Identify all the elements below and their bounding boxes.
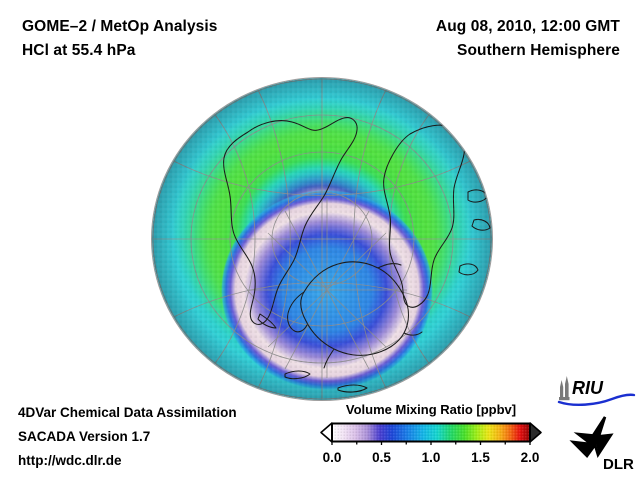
colorbar-title: Volume Mixing Ratio [ppbv]	[345, 402, 517, 417]
riu-logo-text: RIU	[572, 378, 604, 398]
footer-method: 4DVar Chemical Data Assimilation	[18, 405, 237, 420]
riu-tower-icon	[559, 376, 570, 401]
footer-version: SACADA Version 1.7	[18, 429, 151, 444]
colorbar-canvas	[320, 422, 542, 445]
colorbar-tick-0: 0.0	[322, 450, 342, 465]
riu-logo[interactable]: RIU	[556, 374, 636, 408]
page-title-instrument: GOME–2 / MetOp Analysis	[22, 18, 218, 35]
dlr-logo-mark: DLR	[569, 416, 634, 473]
dlr-logo-text: DLR	[603, 456, 634, 473]
map-field	[152, 78, 492, 400]
riu-logo-mark: RIU	[557, 376, 636, 407]
globe-map	[152, 78, 492, 400]
region-label: Southern Hemisphere	[457, 42, 620, 59]
colorbar-tick-4: 2.0	[520, 450, 540, 465]
colorbar-underflow-arrow	[320, 422, 333, 443]
dlr-logo[interactable]: DLR	[565, 415, 637, 473]
colorbar-ticks	[331, 442, 531, 445]
page-title-species: HCl at 55.4 hPa	[22, 42, 136, 59]
orthographic-projection-disc	[152, 78, 492, 400]
map-canvas	[152, 78, 492, 400]
dlr-pinwheel-fill	[574, 417, 610, 455]
colorbar-tick-1: 0.5	[372, 450, 391, 465]
timestamp-label: Aug 08, 2010, 12:00 GMT	[435, 18, 620, 35]
riu-wave-icon	[557, 393, 636, 407]
colorbar-tick-2: 1.0	[421, 450, 441, 465]
colorbar[interactable]	[318, 421, 544, 445]
colorbar-tick-3: 1.5	[471, 450, 490, 465]
footer-url[interactable]: http://wdc.dlr.de	[18, 453, 122, 468]
colorbar-overflow-arrow	[529, 422, 542, 443]
